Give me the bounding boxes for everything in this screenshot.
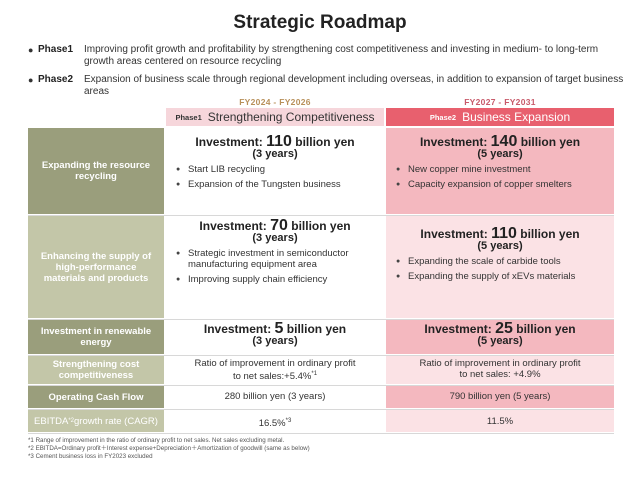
cashflow-phase2-cell: 790 billion yen (5 years): [386, 386, 614, 408]
divider: [28, 433, 614, 434]
phase1-tag: Phase1: [175, 112, 202, 122]
phase2-tag: Phase2: [429, 112, 457, 122]
investment-amount: Investment: 25 billion yen: [424, 320, 576, 337]
page-title: Strategic Roadmap: [233, 12, 407, 33]
row-label-ebitda: EBITDA *2 growth rate (CAGR): [28, 410, 164, 432]
item-list: Expanding the scale of carbide tools Exp…: [386, 256, 614, 282]
phase1-name: Phase1: [38, 44, 74, 55]
row-label-cashflow: Operating Cash Flow: [28, 386, 164, 408]
investment-amount: Investment: 70 billion yen: [199, 217, 351, 234]
footnote-ref: *3: [285, 418, 292, 424]
materials-phase1-cell: Investment: 70 billion yen (3 years) Str…: [166, 216, 384, 318]
footnote: *3 Cement business loss in FY2023 exclud…: [28, 453, 153, 460]
investment-amount: Investment: 5 billion yen: [203, 320, 347, 337]
cost-line2: to net sales: +4.9%: [459, 369, 541, 380]
investment-years: (5 years): [477, 240, 523, 252]
divider: [28, 385, 614, 386]
list-item: Expanding the scale of carbide tools: [396, 256, 614, 267]
phase2-period: FY2027 - FY2031: [464, 97, 536, 107]
divider: [28, 319, 614, 320]
cost-line1: Ratio of improvement in ordinary profit: [419, 358, 581, 369]
investment-years: (5 years): [477, 148, 523, 160]
item-list: New copper mine investment Capacity expa…: [386, 164, 614, 190]
divider: [28, 355, 614, 356]
resource-phase2-cell: Investment: 140 billion yen (5 years) Ne…: [386, 128, 614, 214]
list-item: Start LIB recycling: [176, 164, 384, 175]
list-item: Expanding the supply of xEVs materials: [396, 271, 614, 282]
renewable-phase2-cell: Investment: 25 billion yen (5 years): [386, 320, 614, 354]
footnote-ref: *2: [68, 417, 75, 424]
list-item: New copper mine investment: [396, 164, 614, 175]
phase2-header: Phase2 Business Expansion: [386, 108, 614, 126]
cashflow-phase1-cell: 280 billion yen (3 years): [166, 386, 384, 408]
item-list: Strategic investment in semiconductor ma…: [166, 248, 384, 285]
footnotes: *1 Range of improvement in the ratio of …: [28, 437, 628, 461]
materials-phase2-cell: Investment: 110 billion yen (5 years) Ex…: [386, 216, 614, 318]
renewable-phase1-cell: Investment: 5 billion yen (3 years): [166, 320, 384, 354]
row-label-resource: Expanding the resource recycling: [28, 128, 164, 214]
phase1-text: Improving profit growth and profitabilit…: [84, 44, 599, 67]
divider: [28, 215, 614, 216]
cost-phase2-cell: Ratio of improvement in ordinary profit …: [386, 356, 614, 384]
investment-years: (3 years): [252, 335, 298, 347]
bullet-icon: ●: [28, 45, 34, 55]
phase1-period: FY2024 - FY2026: [239, 97, 311, 107]
footnote: *1 Range of improvement in the ratio of …: [28, 437, 285, 444]
investment-years: (3 years): [252, 148, 298, 160]
item-list: Start LIB recycling Expansion of the Tun…: [166, 164, 384, 190]
phase1-header: Phase1 Strengthening Competitiveness: [166, 108, 384, 126]
footnote-ref: *1: [311, 371, 318, 377]
phase2-name: Phase2: [38, 74, 74, 85]
phase2-title: Business Expansion: [462, 110, 571, 124]
investment-years: (3 years): [252, 232, 298, 244]
phase1-description: ● Phase1 Improving profit growth and pro…: [28, 44, 628, 68]
divider: [28, 409, 614, 410]
list-item: Improving supply chain efficiency: [176, 274, 384, 285]
cost-line2: to net sales:+5.4%*1: [232, 371, 318, 383]
phase2-description: ● Phase2 Expansion of business scale thr…: [28, 74, 628, 98]
list-item: Strategic investment in semiconductor ma…: [176, 248, 384, 270]
investment-amount: Investment: 110 billion yen: [420, 225, 580, 242]
list-item: Capacity expansion of copper smelters: [396, 179, 614, 190]
cashflow-value: 790 billion yen (5 years): [449, 391, 551, 402]
ebitda-value: 16.5%*3: [258, 418, 292, 430]
ebitda-value: 11.5%: [486, 416, 514, 427]
phase1-title: Strengthening Competitiveness: [207, 110, 375, 124]
investment-amount: Investment: 110 billion yen: [195, 133, 355, 150]
resource-phase1-cell: Investment: 110 billion yen (3 years) St…: [166, 128, 384, 214]
investment-amount: Investment: 140 billion yen: [419, 133, 581, 150]
bullet-icon: ●: [28, 75, 34, 85]
ebitda-phase1-cell: 16.5%*3: [166, 410, 384, 432]
phase2-text: Expansion of business scale through regi…: [84, 74, 624, 97]
row-label-cost: Strengthening cost competitiveness: [28, 356, 164, 384]
row-label-renewable: Investment in renewable energy: [28, 320, 164, 354]
footnote: *2 EBITDA=Ordinary profit＋Interest expen…: [28, 445, 310, 452]
list-item: Expansion of the Tungsten business: [176, 179, 384, 190]
row-label-materials: Enhancing the supply of high-performance…: [28, 216, 164, 318]
cashflow-value: 280 billion yen (3 years): [224, 391, 326, 402]
cost-phase1-cell: Ratio of improvement in ordinary profit …: [166, 356, 384, 384]
ebitda-phase2-cell: 11.5%: [386, 410, 614, 432]
cost-line1: Ratio of improvement in ordinary profit: [194, 358, 356, 369]
investment-years: (5 years): [477, 335, 523, 347]
